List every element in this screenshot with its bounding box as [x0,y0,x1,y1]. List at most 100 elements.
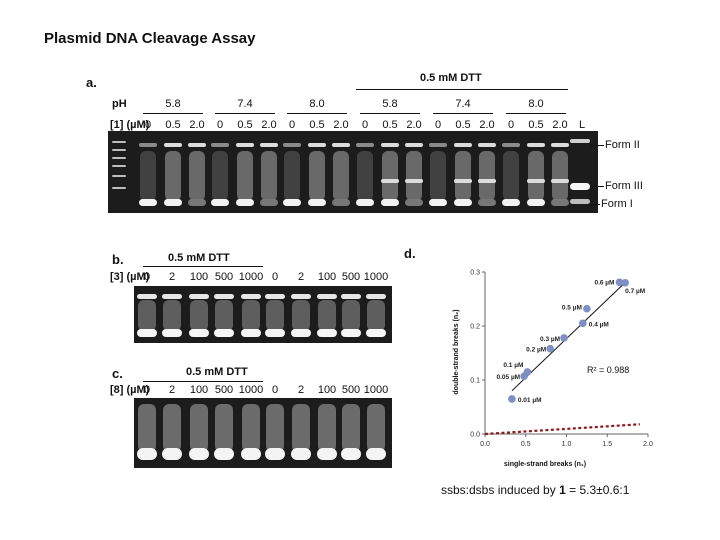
gel-band [283,143,301,147]
panel-d-letter: d. [404,246,416,261]
conc-value: 100 [189,384,209,396]
gel-band [527,143,545,147]
gel-band [455,151,471,201]
chart-axes [484,272,648,435]
gel-band [137,294,157,299]
gel-band [189,448,209,460]
conc-value: 1000 [238,384,264,396]
gel-band [367,300,385,331]
conc-value: 0 [143,384,151,396]
panel-b-letter: b. [112,252,124,267]
gel-band [188,199,206,206]
gel-band [341,329,361,337]
panel-a-conc-label: [1] (µM) [110,119,150,131]
x-tick-label: 2.0 [643,441,653,448]
gel-band [162,448,182,460]
ph-value: 5.8 [382,98,398,110]
gel-band [318,404,336,452]
gel-band [356,199,374,206]
data-point-label: 0.5 µM [562,305,582,312]
ph-group-line [215,113,275,114]
gel-band [366,294,386,299]
figure-title: Plasmid DNA Cleavage Assay [44,30,256,47]
panel-c-conc-label: [8] (µM) [110,384,150,396]
chart-ticks: 0.0 0.5 1.0 1.5 2.0 0.0 0.1 0.2 0.3 [470,270,653,449]
form-i-tick [590,204,600,205]
data-point-label: 0.6 µM [594,279,614,286]
gel-band [237,151,253,201]
gel-band [236,143,254,147]
panel-a-dtt-line [356,89,568,90]
gel-band [164,199,182,206]
gel-band [140,151,156,201]
gel-band [215,300,233,331]
gel-band [112,157,126,159]
gel-band [356,143,374,147]
gel-band [137,448,157,460]
gel-band [138,404,156,452]
gel-band [241,329,261,337]
data-point-label: 0.4 µM [589,321,609,328]
gel-band [382,151,398,201]
ssbs-dsbs-ratio-note: ssbs:dsbs induced by 1 = 5.3±0.6:1 [441,483,629,497]
form-iii-label: Form III [605,180,643,192]
conc-value: 0.5 [528,119,544,131]
gel-band [552,151,568,201]
gel-band [478,199,496,206]
gel-band [112,175,126,177]
gel-band [479,151,495,201]
gel-band [242,300,260,331]
ratio-compound: 1 [559,483,566,497]
gel-band [570,183,590,190]
gel-band [162,329,182,337]
gel-band [454,179,472,183]
chart-points [508,278,629,403]
data-point [615,278,624,287]
panel-b-dtt-line [143,266,263,267]
gel-band [342,404,360,452]
panel-a-ph-label: pH [112,98,127,110]
gel-band [528,151,544,201]
gel-band [406,151,422,201]
gel-band [332,143,350,147]
data-point-label: 0.7 µM [625,288,645,295]
ph-value: 8.0 [309,98,325,110]
gel-band [163,300,181,331]
conc-value: 0 [434,119,442,131]
conc-value: 2.0 [552,119,568,131]
y-tick-label: 0.3 [470,270,480,277]
data-point [508,395,516,403]
gel-band [357,151,373,201]
conc-value: 0 [507,119,515,131]
gel-band [139,143,157,147]
x-tick-label: 0.5 [521,441,531,448]
conc-value: 2 [297,384,305,396]
data-point-label: 0.3 µM [540,336,560,343]
gel-band [162,294,182,299]
gel-band [189,151,205,201]
gel-band [503,151,519,201]
panel-a-dtt-label: 0.5 mM DTT [420,72,482,84]
gel-band [551,199,569,206]
x-tick-label: 0.0 [480,441,490,448]
x-axis-label: single-strand breaks (n₁) [504,461,586,468]
gel-band [242,404,260,452]
conc-value: 500 [214,271,234,283]
gel-band [527,179,545,183]
conc-value: 1000 [238,271,264,283]
gel-band [381,143,399,147]
x-tick-label: 1.5 [602,441,612,448]
conc-value: 0 [216,119,224,131]
ph-group-line [360,113,420,114]
y-axis-label: double-strand breaks (n₂) [453,309,460,394]
gel-band [317,448,337,460]
gel-band [308,199,326,206]
gel-band [381,179,399,183]
conc-value: 100 [189,271,209,283]
conc-value: 0 [271,271,279,283]
gel-band [502,143,520,147]
conc-value: 2 [297,271,305,283]
conc-value: 100 [317,271,337,283]
chart-point-labels: 0.01 µM 0.05 µM 0.1 µM 0.2 µM 0.3 µM 0.4 µM 0.… [496,279,645,404]
conc-value: 0 [144,119,152,131]
